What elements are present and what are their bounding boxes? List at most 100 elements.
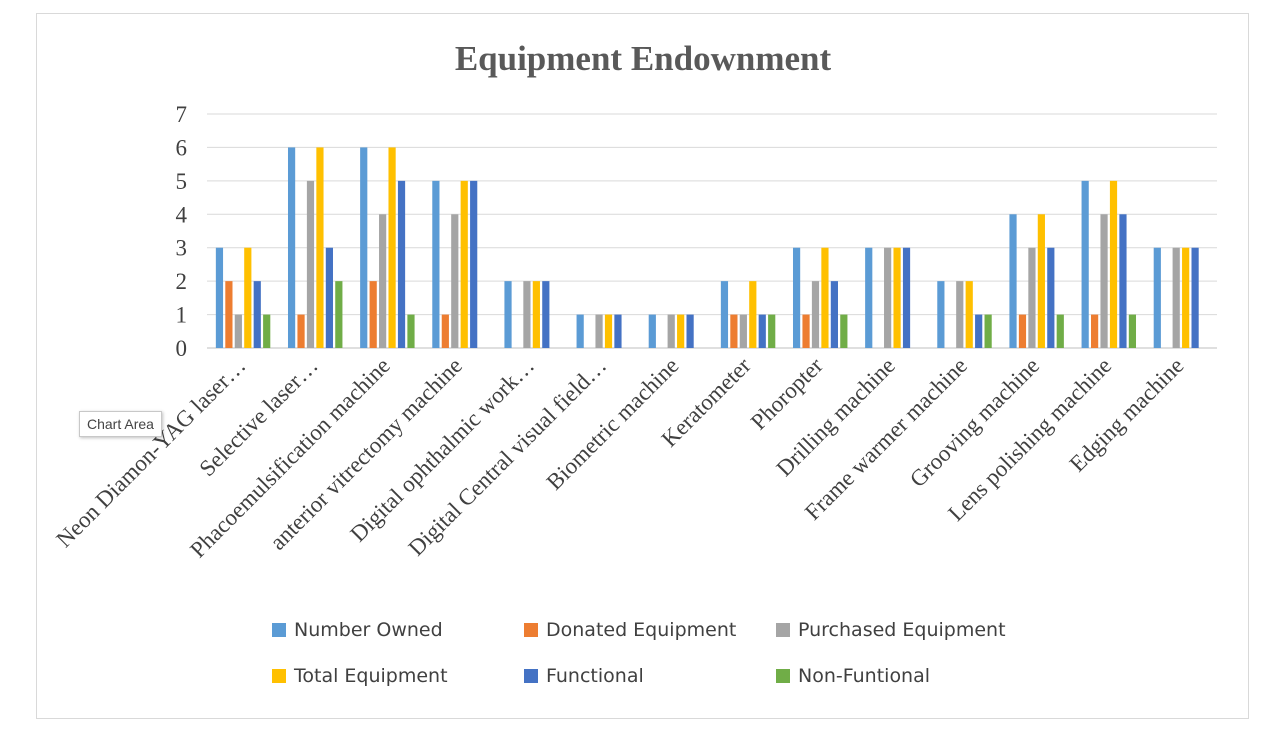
bar-donated-equipment — [730, 314, 738, 348]
bar-donated-equipment — [225, 281, 233, 348]
bar-non-funtional — [768, 314, 776, 348]
bar-functional — [397, 180, 406, 348]
bar-number-owned — [648, 314, 656, 348]
legend-swatch — [524, 669, 538, 683]
bar-number-owned — [1009, 214, 1017, 348]
bar-purchased-equipment — [1100, 214, 1108, 348]
bar-total-equipment — [460, 180, 468, 348]
bar-total-equipment — [604, 314, 613, 348]
bar-non-funtional — [335, 281, 343, 348]
bar-total-equipment — [749, 281, 757, 348]
bar-donated-equipment — [369, 281, 377, 348]
bar-functional — [470, 180, 478, 348]
bar-functional — [1047, 247, 1055, 348]
bar-non-funtional — [840, 314, 848, 348]
legend-item: Purchased Equipment — [776, 618, 1028, 642]
y-tick-label: 1 — [176, 303, 188, 328]
legend-label: Non-Funtional — [798, 665, 931, 687]
bar-purchased-equipment — [956, 281, 964, 348]
y-tick-label: 6 — [176, 135, 188, 160]
bar-number-owned — [287, 147, 296, 348]
bar-functional — [253, 281, 261, 348]
bar-total-equipment — [1182, 247, 1190, 348]
legend-swatch — [272, 669, 286, 683]
bar-total-equipment — [244, 247, 252, 348]
bar-functional — [1191, 247, 1199, 348]
bar-total-equipment — [532, 281, 540, 348]
bar-functional — [830, 281, 838, 348]
bar-functional — [614, 314, 622, 348]
legend-swatch — [524, 623, 538, 637]
chart-title: Equipment Endownment — [455, 39, 832, 78]
bar-purchased-equipment — [234, 314, 242, 348]
legend-item: Total Equipment — [272, 664, 524, 688]
bar-functional — [542, 281, 550, 348]
bar-number-owned — [215, 247, 224, 348]
bar-functional — [325, 247, 333, 348]
bar-total-equipment — [1109, 180, 1118, 348]
bar-total-equipment — [821, 247, 829, 348]
legend-swatch — [776, 669, 790, 683]
bar-number-owned — [720, 281, 729, 348]
bar-number-owned — [792, 247, 801, 348]
legend-swatch — [272, 623, 286, 637]
y-tick-label: 4 — [176, 202, 188, 227]
legend-swatch — [776, 623, 790, 637]
bar-total-equipment — [965, 281, 973, 348]
legend-label: Donated Equipment — [546, 619, 737, 641]
bar-total-equipment — [677, 314, 685, 348]
chart-area-tooltip: Chart Area — [79, 411, 162, 437]
legend-item: Number Owned — [272, 618, 524, 642]
legend-label: Purchased Equipment — [798, 619, 1006, 641]
bar-non-funtional — [1128, 314, 1137, 348]
bar-donated-equipment — [1018, 314, 1027, 348]
bar-donated-equipment — [297, 314, 305, 348]
bar-functional — [758, 314, 766, 348]
bar-non-funtional — [407, 314, 415, 348]
y-tick-label: 5 — [176, 169, 188, 194]
bar-total-equipment — [316, 147, 324, 348]
bar-purchased-equipment — [884, 247, 892, 348]
x-category-label: Grooving machine — [905, 353, 1044, 492]
bar-functional — [975, 314, 983, 348]
bar-number-owned — [360, 147, 368, 348]
bar-functional — [902, 247, 911, 348]
bar-purchased-equipment — [667, 314, 675, 348]
bar-purchased-equipment — [739, 314, 747, 348]
bar-number-owned — [1153, 247, 1161, 348]
bar-purchased-equipment — [1028, 247, 1036, 348]
legend-item: Functional — [524, 664, 776, 688]
bar-non-funtional — [984, 314, 992, 348]
legend-label: Functional — [546, 665, 644, 687]
bar-total-equipment — [388, 147, 396, 348]
legend-label: Total Equipment — [294, 665, 448, 687]
x-category-label: Biometric machine — [542, 353, 684, 495]
bar-number-owned — [865, 247, 873, 348]
bar-purchased-equipment — [811, 281, 820, 348]
bar-non-funtional — [263, 314, 271, 348]
bar-purchased-equipment — [1172, 247, 1180, 348]
bar-donated-equipment — [1091, 314, 1099, 348]
chart-area[interactable] — [36, 13, 1249, 719]
bar-purchased-equipment — [379, 214, 387, 348]
bar-total-equipment — [1037, 214, 1045, 348]
bar-purchased-equipment — [306, 180, 315, 348]
chart-legend: Number Owned Donated Equipment Purchased E… — [272, 618, 1052, 688]
bar-number-owned — [432, 180, 440, 348]
y-tick-label: 7 — [176, 102, 188, 127]
legend-item: Donated Equipment — [524, 618, 776, 642]
bar-donated-equipment — [802, 314, 810, 348]
bar-number-owned — [1081, 180, 1089, 348]
bar-number-owned — [504, 281, 512, 348]
bar-non-funtional — [1056, 314, 1064, 348]
y-tick-label: 2 — [176, 269, 188, 294]
bar-functional — [686, 314, 694, 348]
legend-label: Number Owned — [294, 619, 443, 641]
y-tick-label: 0 — [176, 336, 188, 361]
bar-purchased-equipment — [451, 214, 459, 348]
y-tick-label: 3 — [176, 236, 188, 261]
bar-donated-equipment — [441, 314, 449, 348]
bar-total-equipment — [893, 247, 901, 348]
bar-functional — [1119, 214, 1127, 348]
